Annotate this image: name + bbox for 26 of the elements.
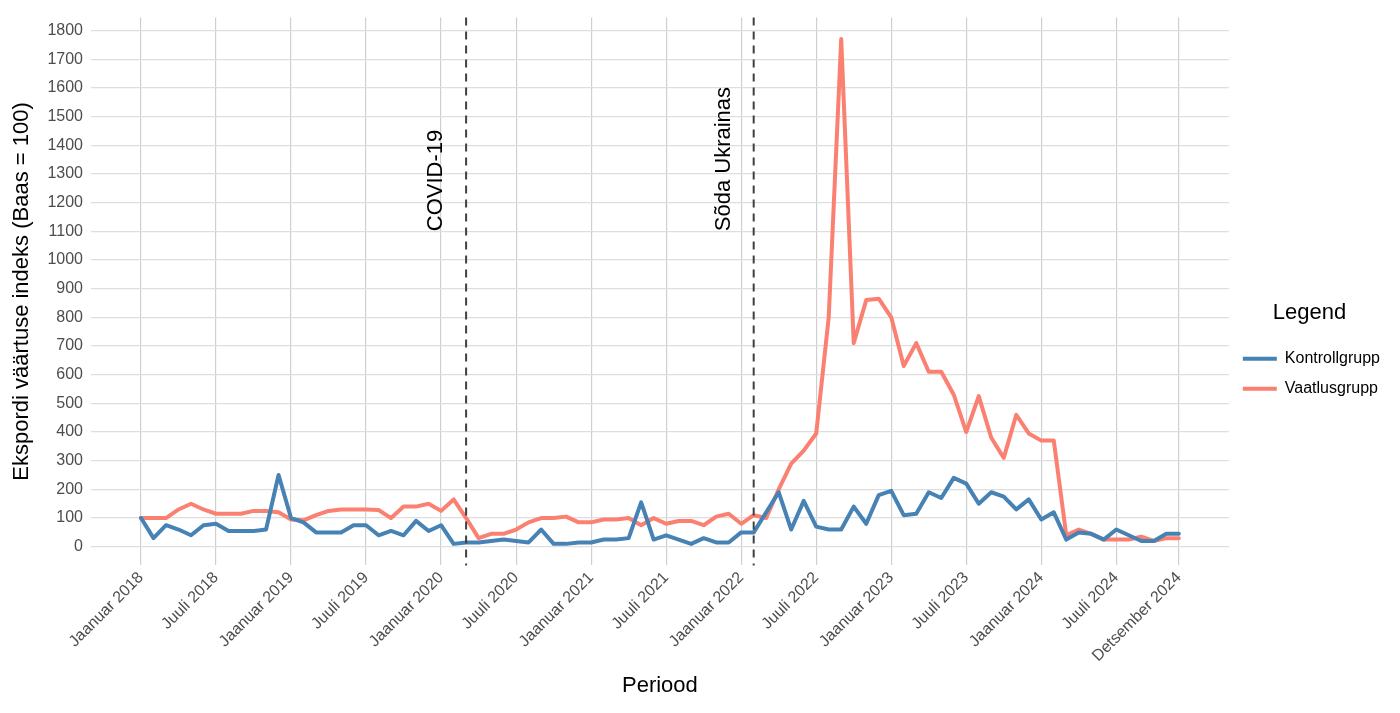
y-tick-label: 900: [56, 279, 84, 297]
y-tick-label: 500: [56, 393, 84, 411]
ref-line-label: COVID-19: [422, 129, 448, 232]
y-tick-label: 0: [74, 537, 84, 555]
y-axis-title: Ekspordi väärtuse indeks (Baas = 100): [8, 102, 34, 481]
y-tick-label: 400: [56, 422, 84, 440]
y-tick-label: 1800: [47, 20, 84, 38]
x-axis-title: Periood: [621, 671, 698, 697]
y-tick-label: 300: [56, 451, 84, 469]
legend-label: Vaatlusgrupp: [1284, 379, 1379, 397]
y-tick-label: 800: [56, 307, 84, 325]
y-tick-label: 1200: [47, 192, 84, 210]
y-tick-label: 200: [56, 479, 84, 497]
y-tick-label: 100: [56, 508, 84, 526]
y-tick-label: 1100: [48, 221, 84, 239]
y-tick-label: 600: [56, 365, 84, 383]
y-tick-label: 1600: [47, 78, 84, 96]
y-tick-label: 1300: [47, 164, 84, 182]
y-tick-label: 1700: [47, 49, 84, 67]
y-tick-label: 1000: [47, 250, 84, 268]
legend-title: Legend: [1272, 299, 1347, 325]
y-tick-label: 1500: [47, 106, 84, 124]
ref-line-label: Sõda Ukrainas: [709, 86, 735, 232]
y-tick-label: 1400: [47, 135, 84, 153]
legend-label: Kontrollgrupp: [1284, 349, 1381, 367]
y-tick-label: 700: [56, 336, 84, 354]
